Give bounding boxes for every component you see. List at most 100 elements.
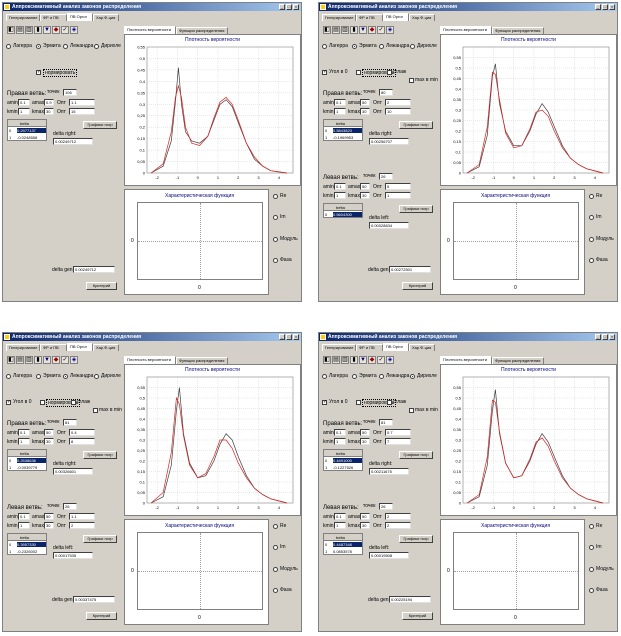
left-points-field[interactable]: 26 (379, 503, 393, 510)
title-bar[interactable]: Аппроксимативный анализ законов распреде… (319, 3, 617, 11)
right-graph-button[interactable]: Графики погр (83, 451, 117, 459)
radio-dirichlet[interactable] (94, 44, 99, 49)
check-icon[interactable]: ✓ (61, 26, 69, 34)
diamond-icon[interactable]: ◈ (386, 26, 394, 34)
close-button[interactable]: × (293, 334, 299, 340)
radio-modulus[interactable] (273, 237, 278, 242)
right-kmin-field[interactable]: 1 (18, 438, 30, 445)
left-amin-field[interactable]: 0.1 (18, 513, 30, 520)
filter-icon[interactable]: ▼ (43, 26, 51, 34)
right-graph-button[interactable]: Графики погр (399, 451, 433, 459)
left-kmax-field[interactable]: 30 (360, 192, 370, 199)
left-points-field[interactable]: 26 (63, 503, 77, 510)
open-icon[interactable]: ◧ (7, 26, 15, 34)
right-kmax-field[interactable]: 30 (360, 108, 370, 115)
left-graph-button[interactable]: Графики погр (399, 205, 433, 213)
tab-distribution[interactable]: Функция распределения (176, 27, 228, 34)
title-bar[interactable]: Аппроксимативный анализ законов распреде… (3, 3, 301, 11)
left-beta-row-value[interactable]: 0.4487348 (333, 542, 362, 547)
left-delta-field[interactable]: 0.00017535 (53, 552, 93, 559)
left-amax-field[interactable]: 50 (44, 513, 54, 520)
left-beta-row-value[interactable]: 0.0853578 (333, 549, 352, 554)
tab-fr-pv[interactable]: ФР и ПВ (356, 344, 383, 351)
tab-density[interactable]: Плотность вероятности (124, 26, 176, 34)
radio-phase[interactable] (589, 588, 594, 593)
document-icon[interactable]: ▥ (25, 26, 33, 34)
right-delta-field[interactable]: 0.00326601 (53, 468, 93, 475)
folder-icon[interactable]: ▤ (332, 356, 340, 364)
tab-char-func[interactable]: Хар.Ф-ция (93, 14, 119, 21)
right-beta-row-value[interactable]: 0.4491000 (333, 458, 362, 463)
left-kmin-field[interactable]: 1 (334, 192, 346, 199)
normalize-checkbox[interactable]: ✓ (36, 69, 42, 75)
right-graph-button[interactable]: Графики погр (399, 121, 433, 129)
minimize-button[interactable]: _ (595, 4, 601, 10)
smooth-checkbox[interactable] (387, 70, 392, 75)
tab-fr-pv[interactable]: ФР и ПВ (40, 14, 67, 21)
right-opt1-field[interactable]: 0.4 (69, 429, 95, 436)
right-points-field[interactable]: 81 (63, 419, 77, 426)
radio-phase[interactable] (273, 588, 278, 593)
angle-zero-checkbox[interactable]: ✓ (322, 69, 328, 75)
right-amax-field[interactable]: 50 (360, 429, 370, 436)
tab-generate[interactable]: Генерирование (6, 344, 40, 351)
left-opt2-field[interactable]: 1 (385, 192, 411, 199)
radio-re[interactable] (589, 524, 594, 529)
right-beta-grid[interactable]: betta 0 0.4491000 1 -0.1227526 (323, 449, 363, 471)
radio-legendre[interactable] (63, 374, 68, 379)
minimize-button[interactable]: _ (595, 334, 601, 340)
max-in-min-checkbox[interactable] (409, 408, 414, 413)
radio-hermite[interactable] (36, 374, 41, 379)
close-button[interactable]: × (293, 4, 299, 10)
right-opt2-field[interactable]: 10 (385, 108, 411, 115)
brush-icon[interactable]: ◆ (368, 356, 376, 364)
radio-laguerre[interactable] (322, 44, 327, 49)
radio-hermite[interactable] (352, 374, 357, 379)
left-points-field[interactable]: 26 (379, 173, 393, 180)
right-delta-field[interactable]: 0.00256707 (369, 138, 409, 145)
filter-icon[interactable]: ▼ (43, 356, 51, 364)
left-opt1-field[interactable]: 5 (385, 183, 411, 190)
left-amin-field[interactable]: 0.1 (334, 513, 346, 520)
tab-char-func[interactable]: Хар.Ф-ция (93, 344, 119, 351)
radio-re[interactable] (273, 194, 278, 199)
bars-icon[interactable]: ▮ (350, 26, 358, 34)
check-icon[interactable]: ✓ (377, 356, 385, 364)
radio-im[interactable] (273, 545, 278, 550)
maximize-button[interactable]: □ (602, 334, 608, 340)
right-points-field[interactable]: 81 (379, 419, 393, 426)
left-beta-grid[interactable]: betta 0 0.4487348 1 0.0853578 (323, 533, 363, 555)
left-beta-row-value[interactable]: -0.2326002 (17, 549, 38, 554)
normalize-checkbox[interactable] (40, 400, 45, 405)
radio-im[interactable] (589, 545, 594, 550)
max-in-min-checkbox[interactable] (409, 78, 414, 83)
criteria-button[interactable]: Критерий (86, 282, 117, 290)
tab-pv-orthog[interactable]: ПВ Оргог (67, 13, 93, 21)
right-opt2-field[interactable]: 15 (69, 108, 95, 115)
criteria-button[interactable]: Критерий (402, 282, 433, 290)
bars-icon[interactable]: ▮ (34, 26, 42, 34)
radio-legendre[interactable] (379, 44, 384, 49)
bars-icon[interactable]: ▮ (350, 356, 358, 364)
right-opt2-field[interactable]: 7 (385, 438, 411, 445)
check-icon[interactable]: ✓ (61, 356, 69, 364)
radio-re[interactable] (589, 194, 594, 199)
right-opt1-field[interactable]: 0.7 (385, 429, 411, 436)
delta-gen-field[interactable]: 0.00249712 (73, 266, 115, 273)
tab-density[interactable]: Плотность вероятности (440, 356, 492, 364)
tab-pv-orthog[interactable]: ПВ Оргог (67, 343, 93, 351)
right-amin-field[interactable]: 0.1 (334, 99, 346, 106)
right-beta-row-value[interactable]: -0.0248558 (17, 135, 38, 140)
right-amin-field[interactable]: 0.1 (334, 429, 346, 436)
right-opt2-field[interactable]: 8 (69, 438, 95, 445)
left-amax-field[interactable]: 50 (360, 513, 370, 520)
tab-density[interactable]: Плотность вероятности (440, 26, 492, 34)
open-icon[interactable]: ◧ (323, 356, 331, 364)
angle-zero-checkbox[interactable]: ✓ (6, 399, 12, 405)
left-beta-row-value[interactable]: 0.3957330 (17, 542, 46, 547)
right-amax-field[interactable]: 50 (44, 429, 54, 436)
left-graph-button[interactable]: Графики погр (83, 535, 117, 543)
right-beta-row-value[interactable]: -0.1227526 (333, 465, 354, 470)
right-points-field[interactable]: 106 (63, 89, 77, 96)
brush-icon[interactable]: ◆ (52, 26, 60, 34)
